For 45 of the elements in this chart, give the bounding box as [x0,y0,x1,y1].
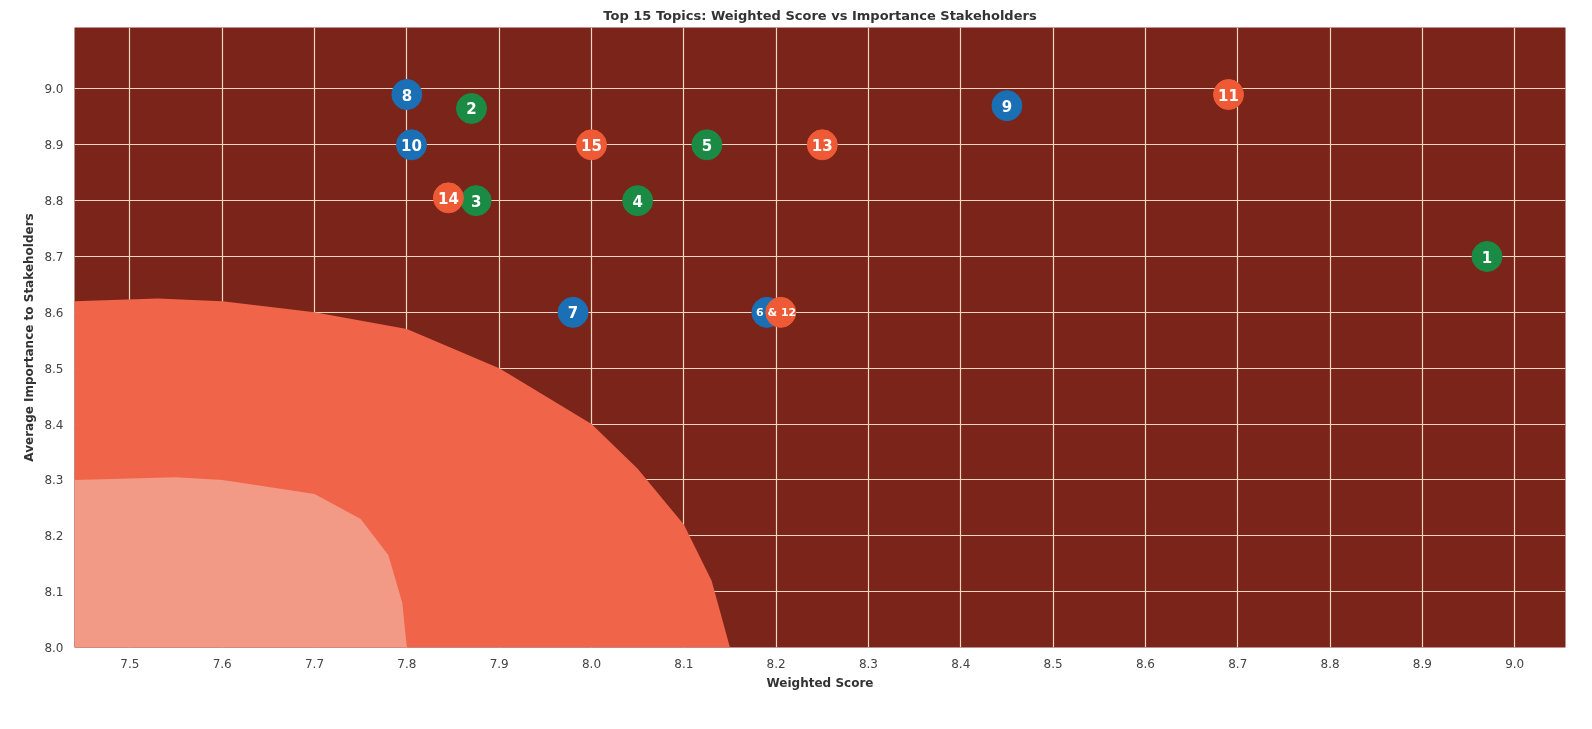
y-axis-title: Average Importance to Stakeholders [22,213,37,462]
x-axis-title: Weighted Score [766,675,874,690]
y-tick-label: 8.5 [44,361,64,376]
annotation: 5 [701,136,713,155]
x-tick-label: 8.2 [766,656,786,671]
y-tick-label: 8.4 [44,417,64,432]
x-tick-label: 8.3 [858,656,879,671]
annotation: 11 [1218,86,1239,105]
y-tick-label: 8.7 [44,250,64,265]
x-tick-label: 8.9 [1412,656,1432,671]
chart-title: Top 15 Topics: Weighted Score vs Importance Stakeholders [603,7,1037,23]
annotation: 3 [470,192,482,211]
x-tick-label: 8.4 [951,656,971,671]
x-tick-label: 8.5 [1043,656,1063,671]
x-tick-label: 8.8 [1320,656,1340,671]
point [691,129,723,161]
y-tick-label: 8.3 [44,473,64,488]
annotation: 7 [567,304,579,323]
x-tick-label: 7.8 [397,656,417,671]
annotation: 15 [581,136,602,155]
x-tick-label: 7.6 [212,656,232,671]
y-tick-label: 8.0 [44,641,64,655]
annotation: 2 [466,100,477,119]
x-tick-label: 8.1 [674,656,694,671]
y-tick-label: 8.8 [44,194,64,209]
x-tick-label: 9.0 [1505,656,1525,671]
x-tick-label: 7.5 [120,656,140,671]
x-tick-label: 8.6 [1135,656,1155,671]
annotation: 8 [401,86,413,105]
x-tick-label: 8.0 [581,656,602,671]
y-tick-label: 8.2 [44,529,64,544]
annotation: 13 [811,136,833,155]
y-tick-label: 8.6 [44,305,64,320]
annotation: 1 [1481,248,1493,267]
x-tick-label: 8.7 [1228,656,1248,671]
y-tick-label: 8.9 [44,138,64,153]
y-tick-label: 9.0 [44,82,64,97]
x-tick-label: 7.9 [489,656,509,671]
annotation: 4 [632,192,643,211]
annotation: 6 & 12 [756,305,797,319]
x-tick-label: 7.7 [305,656,325,671]
annotation: 14 [437,189,459,208]
annotation: 9 [1001,97,1013,116]
y-tick-label: 8.1 [44,585,64,600]
annotation: 10 [401,136,422,155]
